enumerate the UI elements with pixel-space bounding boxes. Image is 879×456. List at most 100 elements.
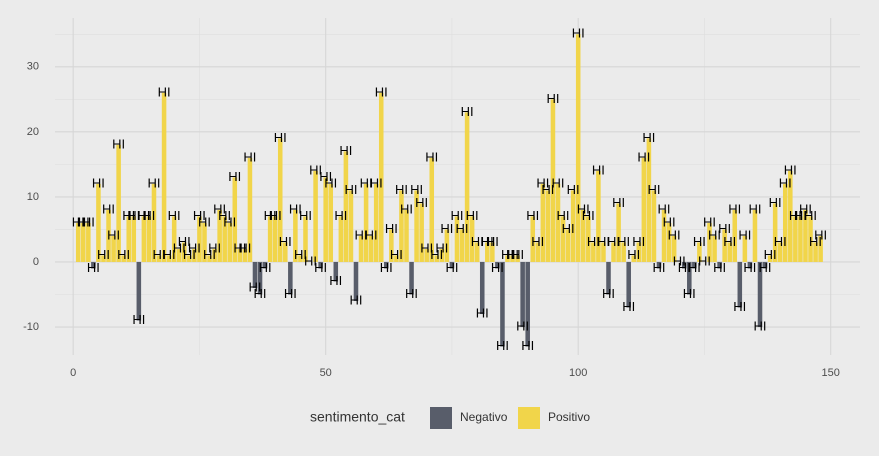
bar [283,242,288,262]
data-label: HI [708,227,721,242]
data-label: HI [703,214,716,229]
bar [338,216,344,262]
bar [91,261,96,269]
bar [631,255,637,262]
bar [267,216,273,262]
bar [656,261,662,269]
bar [793,216,798,262]
bar [409,261,414,295]
data-label: HI [511,247,524,262]
data-label: HI [784,162,797,177]
bar [171,216,177,262]
data-label: HI [395,182,408,197]
data-label: HI [551,175,564,190]
bar [540,183,546,262]
bar [353,261,359,302]
data-label: HI [683,286,696,301]
bar [803,209,808,262]
data-label: HI [299,208,312,223]
data-label: HI [203,247,216,262]
bar [242,248,248,262]
data-label: HI [349,292,362,307]
bar [394,255,399,262]
data-label: HI [77,214,90,229]
y-tick-label: 10 [27,191,39,203]
bar [227,222,233,262]
data-label: HI [718,221,731,236]
y-tick-label: 0 [33,256,39,268]
bar [161,92,167,262]
bar [697,242,702,262]
data-label: HI [562,221,575,236]
bar [272,216,278,262]
bar [479,261,485,315]
data-label: HI [723,234,736,249]
data-label: HI [506,247,519,262]
data-label: HI [809,234,822,249]
data-label: HI [526,208,539,223]
data-label: HI [314,260,327,275]
data-label: HI [193,208,206,223]
data-label: HI [602,286,615,301]
data-label: HI [637,149,650,164]
bar [262,261,268,269]
data-label: HI [107,227,120,242]
x-tick-label: 150 [822,367,840,379]
data-label: HI [102,201,115,216]
data-label: HI [112,136,125,151]
bar [363,183,369,262]
data-label: HI [799,201,812,216]
bar [318,261,323,269]
data-label: HI [698,253,711,268]
data-label: HI [572,26,585,41]
legend-key [518,407,540,429]
data-label: HI [415,195,428,210]
data-label: HI [228,169,241,184]
bar [156,255,162,262]
data-label: HI [612,195,625,210]
data-label: HI [208,240,221,255]
data-label: HI [647,182,660,197]
bar [712,235,717,262]
data-label: HI [754,318,767,333]
data-label: HI [410,182,423,197]
data-label: HI [658,201,671,216]
data-label: HI [82,214,95,229]
data-label: HI [375,84,388,99]
data-label: HI [814,227,827,242]
data-label: HI [137,208,150,223]
bar [490,242,495,262]
data-label: HI [496,338,509,353]
bar [323,177,328,262]
data-label: HI [319,169,332,184]
data-label: HI [779,175,792,190]
data-label: HI [259,260,272,275]
data-label: HI [122,208,135,223]
bar [141,216,147,262]
bar [197,216,202,262]
data-label: HI [663,214,676,229]
bar [81,222,86,262]
data-label: HI [567,182,580,197]
data-label: HI [147,175,160,190]
bar [550,99,556,262]
bar [106,209,111,262]
data-label: HI [557,208,570,223]
bar [151,183,157,262]
bar [707,222,712,262]
data-label: HI [789,208,802,223]
bar [565,229,571,262]
bar [641,157,647,262]
bar [692,261,697,269]
data-label: HI [597,234,610,249]
data-label: HI [632,234,645,249]
bar [742,235,748,262]
bar [399,190,404,262]
bar [333,261,339,282]
data-label: HI [248,279,261,294]
bar [434,255,440,262]
bar [247,157,253,262]
bar [176,248,182,262]
bar [252,261,258,288]
legend-key [430,407,452,429]
